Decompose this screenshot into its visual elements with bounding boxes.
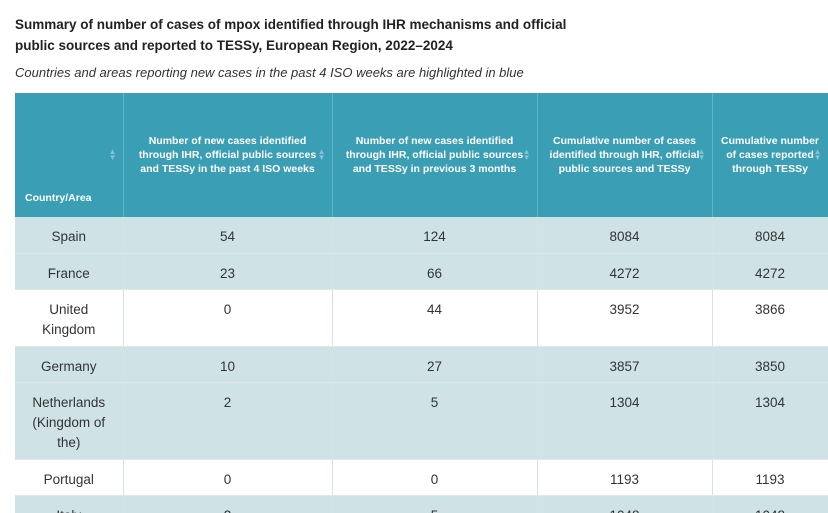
cell-cumulative-tessy: 1048 — [712, 495, 828, 513]
table-row: Italy2510481048 — [15, 495, 828, 513]
cell-new-4-weeks: 2 — [123, 382, 333, 460]
column-header-label: Cumulative number of cases identified th… — [549, 135, 700, 175]
table-subtitle: Countries and areas reporting new cases … — [15, 65, 524, 80]
cell-cumulative-tessy: 3866 — [712, 289, 828, 347]
cell-cumulative-tessy: 4272 — [712, 253, 828, 290]
column-header-country[interactable]: Country/Area ▲ ▼ — [15, 93, 124, 217]
cell-previous-3-months: 27 — [332, 346, 538, 383]
table-row: France 23 66 4272 4272 — [15, 253, 828, 290]
cell-cumulative-tessy: 1304 — [712, 382, 828, 460]
cell-new-4-weeks: 2 — [123, 495, 333, 513]
cell-new-4-weeks: 0 — [123, 289, 333, 347]
column-header-previous-3-months[interactable]: Number of new cases identified through I… — [332, 93, 538, 217]
cell-country: Spain — [15, 217, 124, 254]
cell-country: Italy — [15, 495, 124, 513]
cell-cumulative-tessy: 1193 — [712, 459, 828, 496]
column-header-label: Number of new cases identified through I… — [345, 135, 524, 175]
cell-cumulative: 4272 — [537, 253, 713, 290]
cell-new-4-weeks: 0 — [123, 459, 333, 496]
cell-cumulative-tessy: 8084 — [712, 217, 828, 254]
column-header-label: Cumulative number of cases reported thro… — [720, 135, 820, 175]
cell-new-4-weeks: 10 — [123, 346, 333, 383]
cell-new-4-weeks: 54 — [123, 217, 333, 254]
cell-cumulative: 1193 — [537, 459, 713, 496]
cell-country: France — [15, 253, 124, 290]
cases-table-container: Country/Area ▲ ▼ Number of new cases iden… — [15, 93, 828, 513]
table-row: Spain 54 124 8084 8084 — [15, 217, 828, 254]
column-header-cumulative-tessy[interactable]: Cumulative number of cases reported thro… — [712, 93, 828, 217]
cases-table: Country/Area ▲ ▼ Number of new cases iden… — [15, 93, 828, 513]
cell-previous-3-months: 5 — [332, 495, 538, 513]
cell-country: Netherlands (Kingdom of the) — [15, 382, 124, 460]
column-header-label: Number of new cases identified through I… — [138, 135, 317, 175]
cell-previous-3-months: 66 — [332, 253, 538, 290]
column-header-label: Country/Area — [25, 192, 92, 204]
cell-cumulative: 1304 — [537, 382, 713, 460]
sort-icon: ▲ ▼ — [813, 147, 822, 162]
cell-cumulative: 8084 — [537, 217, 713, 254]
table-body: Spain 54 124 8084 8084 France 23 66 4272 4272 Unit… — [15, 217, 828, 513]
page-title: Summary of number of cases of mpox ident… — [15, 17, 567, 53]
cell-previous-3-months: 44 — [332, 289, 538, 347]
header-row: Country/Area ▲ ▼ Number of new cases iden… — [15, 93, 828, 217]
cell-country: Germany — [15, 346, 124, 383]
table-row: Portugal 0 0 1193 1193 — [15, 459, 828, 496]
table-row: United Kingdom 0 44 3952 3866 — [15, 289, 828, 347]
sort-icon: ▲ ▼ — [522, 147, 531, 162]
cell-previous-3-months: 124 — [332, 217, 538, 254]
cell-cumulative: 3857 — [537, 346, 713, 383]
cell-new-4-weeks: 23 — [123, 253, 333, 290]
table-row: Netherlands (Kingdom of the) 2 5 1304 1304 — [15, 382, 828, 460]
sort-icon: ▲ ▼ — [108, 147, 117, 162]
sort-icon: ▲ ▼ — [317, 147, 326, 162]
cell-previous-3-months: 0 — [332, 459, 538, 496]
cell-previous-3-months: 5 — [332, 382, 538, 460]
cell-cumulative: 1048 — [537, 495, 713, 513]
table-row: Germany 10 27 3857 3850 — [15, 346, 828, 383]
column-header-cumulative[interactable]: Cumulative number of cases identified th… — [537, 93, 713, 217]
cell-cumulative-tessy: 3850 — [712, 346, 828, 383]
cell-cumulative: 3952 — [537, 289, 713, 347]
cell-country: United Kingdom — [15, 289, 124, 347]
cell-country: Portugal — [15, 459, 124, 496]
column-header-new-4-weeks[interactable]: Number of new cases identified through I… — [123, 93, 333, 217]
sort-icon: ▲ ▼ — [697, 147, 706, 162]
